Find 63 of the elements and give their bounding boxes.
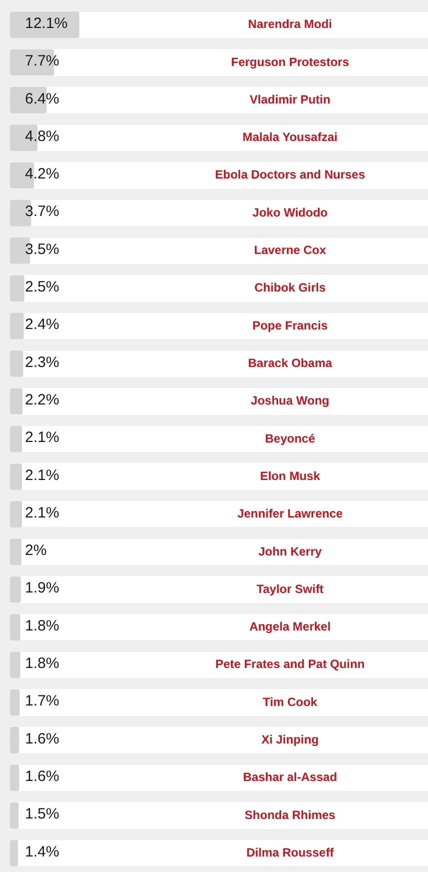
data-label: 1.9% [25, 580, 60, 597]
data-label: 4.8% [25, 128, 60, 145]
data-label: 1.8% [25, 655, 60, 672]
data-label: 1.8% [25, 617, 60, 634]
data-label: 1.5% [25, 806, 60, 823]
y-tick-label: Beyoncé [264, 431, 316, 446]
bar [10, 388, 23, 415]
y-tick-label: Jennifer Lawrence [237, 506, 344, 521]
bar [10, 764, 20, 792]
data-label: 2.3% [25, 354, 60, 371]
data-label: 2.1% [25, 504, 60, 522]
y-tick-label: Xi Jinping [261, 732, 319, 747]
y-tick-label: John Kerry [258, 544, 322, 558]
y-tick-label: Vladimir Putin [250, 92, 330, 106]
data-label: 7.7% [25, 52, 60, 70]
data-label: 3.7% [25, 203, 60, 220]
data-label: 1.6% [25, 768, 60, 786]
y-tick-label: Pete Frates and Pat Quinn [215, 657, 365, 672]
y-tick-label: Malala Yousafzai [242, 130, 338, 144]
bar [10, 501, 22, 528]
bar [10, 350, 24, 377]
bar [10, 12, 80, 38]
y-tick-label: Bashar al-Assad [242, 770, 338, 784]
bar [10, 538, 22, 566]
bar [10, 463, 22, 490]
data-label: 2.1% [25, 429, 60, 446]
y-tick-label: Tim Cook [262, 694, 318, 709]
y-tick-label: Ebola Doctors and Nurses [214, 168, 366, 182]
bar [10, 727, 20, 754]
bar [10, 576, 21, 603]
data-label: 2.2% [25, 391, 60, 408]
y-tick-label: Joshua Wong [250, 394, 330, 408]
y-tick-label: Angela Merkel [249, 620, 331, 634]
data-label: 3.5% [25, 240, 60, 258]
data-label: 1.6% [25, 730, 60, 748]
bar [10, 802, 19, 829]
data-label: 2.1% [25, 466, 60, 484]
data-label: 2.5% [25, 278, 60, 296]
data-label: 2.4% [25, 316, 60, 334]
y-tick-label: Dilma Rousseff [246, 845, 335, 860]
data-label: 1.4% [25, 843, 60, 860]
y-tick-label: Ferguson Protestors [230, 54, 350, 69]
data-label: 1.7% [25, 692, 60, 710]
y-tick-label: Laverne Cox [254, 243, 326, 258]
y-tick-label: Joko Widodo [252, 205, 328, 220]
bar [10, 840, 18, 866]
y-tick-label: Shonda Rhimes [244, 808, 336, 822]
bar [10, 275, 24, 302]
bar [10, 426, 22, 452]
data-label: 6.4% [25, 90, 60, 108]
y-tick-label: Chibok Girls [254, 280, 326, 295]
y-tick-label: Taylor Swift [256, 582, 324, 596]
bar [10, 614, 20, 640]
data-label: 4.2% [25, 166, 60, 183]
bar [10, 689, 20, 716]
bar [10, 652, 20, 678]
y-tick-label: Pope Francis [252, 318, 328, 332]
data-label: 2% [25, 542, 47, 560]
bar [10, 312, 24, 340]
y-tick-label: Narendra Modi [248, 17, 332, 32]
y-tick-label: Elon Musk [260, 468, 320, 483]
data-label: 12.1% [25, 14, 68, 32]
y-tick-label: Barack Obama [248, 356, 332, 370]
